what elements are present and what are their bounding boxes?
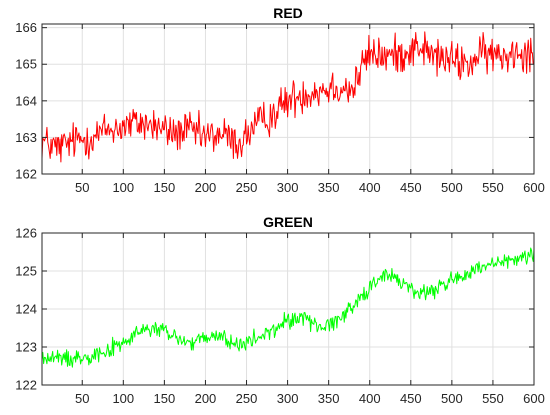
green-chart: 50 100 150 200 250 300 350 400 450 500 550 600 122 12… xyxy=(15,214,545,406)
green-x-tick-label: 400 xyxy=(359,391,381,406)
red-x-tick-label: 250 xyxy=(236,180,258,195)
red-x-tick-label: 350 xyxy=(318,180,340,195)
green-x-tick-label: 600 xyxy=(523,391,545,406)
green-y-tick-label: 122 xyxy=(15,378,37,393)
red-x-tick-label: 450 xyxy=(400,180,422,195)
green-y-tick-label: 123 xyxy=(15,340,37,355)
red-x-tick-label: 100 xyxy=(112,180,134,195)
green-y-tick-label: 124 xyxy=(15,302,37,317)
green-x-tick-label: 200 xyxy=(195,391,217,406)
green-x-tick-label: 100 xyxy=(112,391,134,406)
green-x-tick-label: 450 xyxy=(400,391,422,406)
red-x-tick-label: 550 xyxy=(482,180,504,195)
green-y-tick-label: 125 xyxy=(15,264,37,279)
green-series-line xyxy=(41,247,535,368)
red-x-tick-label: 150 xyxy=(154,180,176,195)
green-x-tick-label: 250 xyxy=(236,391,258,406)
red-x-tick-label: 50 xyxy=(75,180,89,195)
red-chart-title: RED xyxy=(273,5,303,21)
red-x-tick-label: 500 xyxy=(441,180,463,195)
red-y-tick-label: 163 xyxy=(15,130,37,145)
green-x-tick-label: 550 xyxy=(482,391,504,406)
green-x-tick-label: 300 xyxy=(277,391,299,406)
red-y-tick-label: 165 xyxy=(15,57,37,72)
red-x-tick-label: 400 xyxy=(359,180,381,195)
green-x-tick-label: 350 xyxy=(318,391,340,406)
red-x-tick-label: 600 xyxy=(523,180,545,195)
green-x-tick-label: 500 xyxy=(441,391,463,406)
red-x-tick-label: 200 xyxy=(195,180,217,195)
red-chart: 50 100 150 200 250 300 350 400 450 500 550 600 162 16… xyxy=(15,5,545,195)
red-y-tick-label: 164 xyxy=(15,93,37,108)
green-x-tick-label: 150 xyxy=(154,391,176,406)
red-series-line xyxy=(41,31,535,163)
green-y-tick-label: 126 xyxy=(15,226,37,241)
green-x-tick-label: 50 xyxy=(75,391,89,406)
green-chart-title: GREEN xyxy=(263,214,313,230)
red-x-tick-label: 300 xyxy=(277,180,299,195)
red-y-tick-label: 162 xyxy=(15,167,37,182)
red-y-tick-label: 166 xyxy=(15,20,37,35)
